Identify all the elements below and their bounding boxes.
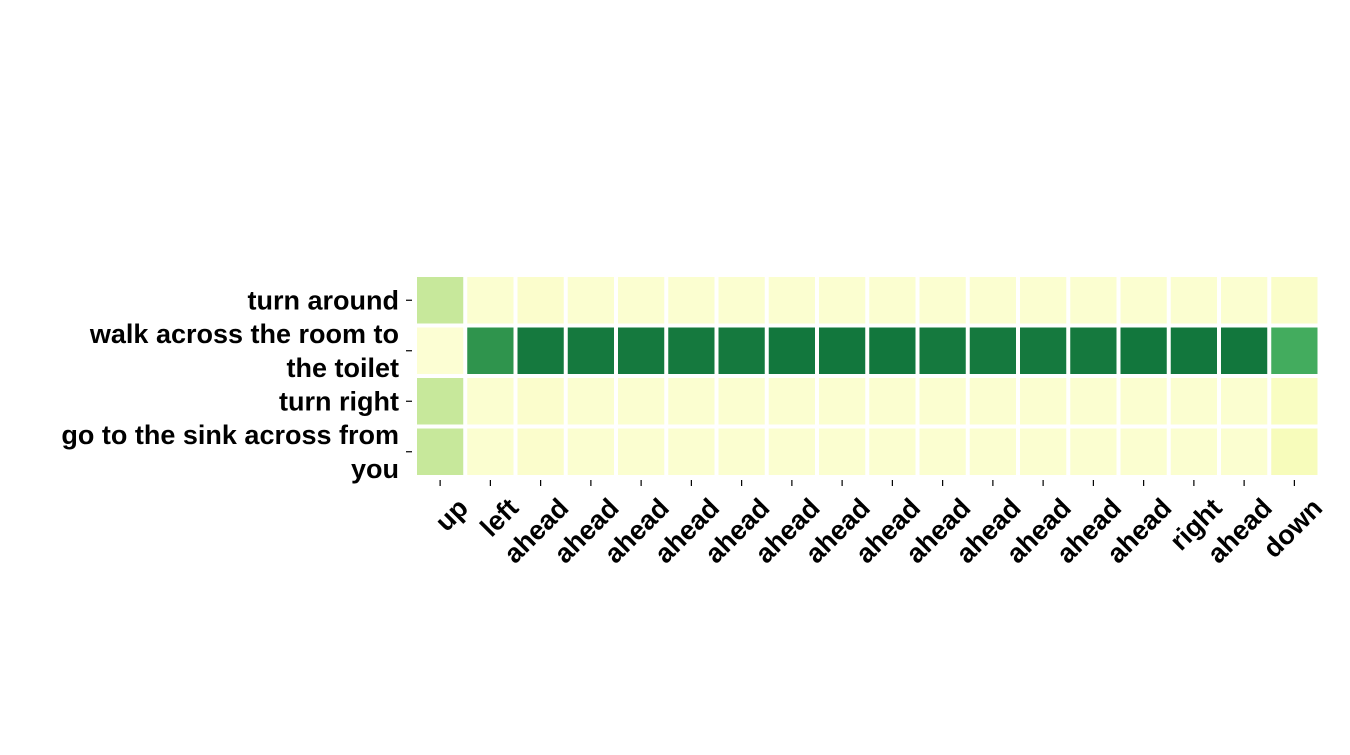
- heatmap-cell-r0-c4: [618, 277, 665, 324]
- heatmap-cell-r2-c0: [417, 378, 464, 425]
- heatmap-cell-r3-c17: [1271, 428, 1318, 475]
- heatmap-cell-r3-c4: [618, 428, 665, 475]
- heatmap-cells: [417, 277, 1318, 475]
- heatmap-cell-r2-c15: [1170, 378, 1217, 425]
- heatmap-cell-r0-c2: [517, 277, 564, 324]
- heatmap-cell-r0-c11: [969, 277, 1016, 324]
- heatmap-cell-r1-c17: [1271, 327, 1318, 374]
- y-axis: turn around walk across the room to the to…: [61, 285, 412, 484]
- heatmap-cell-r2-c3: [567, 378, 614, 425]
- heatmap-cell-r3-c0: [417, 428, 464, 475]
- heatmap-cell-r2-c12: [1020, 378, 1067, 425]
- heatmap-cell-r1-c6: [718, 327, 765, 374]
- heatmap-cell-r3-c3: [567, 428, 614, 475]
- heatmap-cell-r0-c12: [1020, 277, 1067, 324]
- heatmap-cell-r1-c9: [869, 327, 916, 374]
- heatmap-cell-r1-c8: [819, 327, 866, 374]
- heatmap-cell-r2-c1: [467, 378, 514, 425]
- x-tick-label-0: up: [429, 493, 474, 538]
- y-tick-label-1-line-1: the toilet: [287, 353, 400, 383]
- heatmap-cell-r3-c16: [1221, 428, 1268, 475]
- y-tick-label-1-line-0: walk across the room to: [89, 319, 399, 349]
- heatmap-cell-r1-c1: [467, 327, 514, 374]
- heatmap-cell-r1-c10: [919, 327, 966, 374]
- heatmap-cell-r0-c14: [1120, 277, 1167, 324]
- heatmap-cell-r2-c10: [919, 378, 966, 425]
- heatmap-cell-r1-c13: [1070, 327, 1117, 374]
- heatmap-cell-r2-c14: [1120, 378, 1167, 425]
- heatmap-cell-r2-c11: [969, 378, 1016, 425]
- heatmap-cell-r0-c9: [869, 277, 916, 324]
- heatmap-cell-r0-c8: [819, 277, 866, 324]
- heatmap-cell-r0-c10: [919, 277, 966, 324]
- heatmap-cell-r3-c5: [668, 428, 715, 475]
- heatmap-cell-r2-c4: [618, 378, 665, 425]
- heatmap-cell-r3-c2: [517, 428, 564, 475]
- heatmap-cell-r3-c10: [919, 428, 966, 475]
- y-tick-label-2-line-0: turn right: [279, 386, 399, 416]
- y-tick-label-0-line-0: turn around: [248, 285, 399, 315]
- heatmap-cell-r3-c14: [1120, 428, 1167, 475]
- heatmap-cell-r1-c16: [1221, 327, 1268, 374]
- heatmap-cell-r2-c13: [1070, 378, 1117, 425]
- heatmap-cell-r3-c7: [768, 428, 815, 475]
- y-tick-label-3-line-0: go to the sink across from: [61, 420, 399, 450]
- heatmap-cell-r0-c13: [1070, 277, 1117, 324]
- heatmap-cell-r2-c2: [517, 378, 564, 425]
- heatmap-cell-r0-c5: [668, 277, 715, 324]
- heatmap-cell-r3-c15: [1170, 428, 1217, 475]
- heatmap-cell-r0-c15: [1170, 277, 1217, 324]
- heatmap-cell-r0-c3: [567, 277, 614, 324]
- heatmap-cell-r1-c5: [668, 327, 715, 374]
- heatmap-cell-r3-c9: [869, 428, 916, 475]
- heatmap-cell-r3-c11: [969, 428, 1016, 475]
- y-tick-label-3-line-1: you: [351, 454, 399, 484]
- heatmap-cell-r2-c6: [718, 378, 765, 425]
- heatmap-cell-r3-c12: [1020, 428, 1067, 475]
- heatmap-cell-r2-c9: [869, 378, 916, 425]
- heatmap-cell-r1-c15: [1170, 327, 1217, 374]
- heatmap-cell-r3-c8: [819, 428, 866, 475]
- heatmap-cell-r2-c16: [1221, 378, 1268, 425]
- heatmap-cell-r1-c7: [768, 327, 815, 374]
- heatmap-cell-r3-c13: [1070, 428, 1117, 475]
- heatmap-cell-r1-c14: [1120, 327, 1167, 374]
- heatmap-cell-r0-c17: [1271, 277, 1318, 324]
- heatmap-cell-r0-c1: [467, 277, 514, 324]
- heatmap-cell-r0-c16: [1221, 277, 1268, 324]
- heatmap-cell-r2-c5: [668, 378, 715, 425]
- heatmap-cell-r1-c0: [417, 327, 464, 374]
- heatmap-cell-r1-c3: [567, 327, 614, 374]
- heatmap-cell-r1-c4: [618, 327, 665, 374]
- heatmap-cell-r3-c6: [718, 428, 765, 475]
- heatmap-cell-r0-c6: [718, 277, 765, 324]
- heatmap-cell-r2-c17: [1271, 378, 1318, 425]
- heatmap-cell-r3-c1: [467, 428, 514, 475]
- heatmap-cell-r1-c2: [517, 327, 564, 374]
- x-axis: up leftaheadaheadaheadaheadaheadaheadahea…: [429, 480, 1328, 569]
- heatmap-cell-r0-c7: [768, 277, 815, 324]
- heatmap-cell-r2-c7: [768, 378, 815, 425]
- x-tick-label-17: down: [1257, 493, 1328, 564]
- heatmap-cell-r0-c0: [417, 277, 464, 324]
- heatmap-cell-r2-c8: [819, 378, 866, 425]
- heatmap-cell-r1-c11: [969, 327, 1016, 374]
- heatmap-cell-r1-c12: [1020, 327, 1067, 374]
